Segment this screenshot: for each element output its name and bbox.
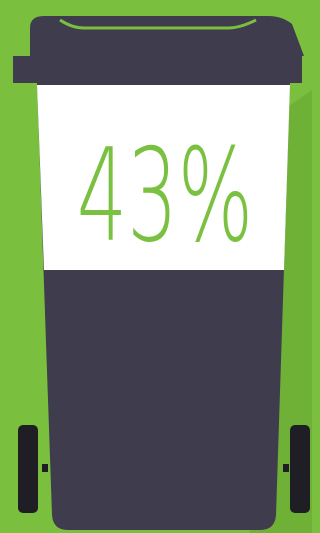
headline: 43%: [77, 122, 253, 271]
left-wheel: [18, 425, 38, 513]
right-wheel: [290, 425, 310, 513]
bin-graphic: 43%: [0, 0, 312, 533]
axle: [283, 464, 289, 472]
page: 43% (() => { const data = JSON.parse(doc…: [0, 0, 312, 533]
headline-group: 43%: [77, 122, 253, 271]
axle: [42, 464, 48, 472]
lid: [30, 16, 304, 56]
lid-rim: [13, 56, 302, 83]
